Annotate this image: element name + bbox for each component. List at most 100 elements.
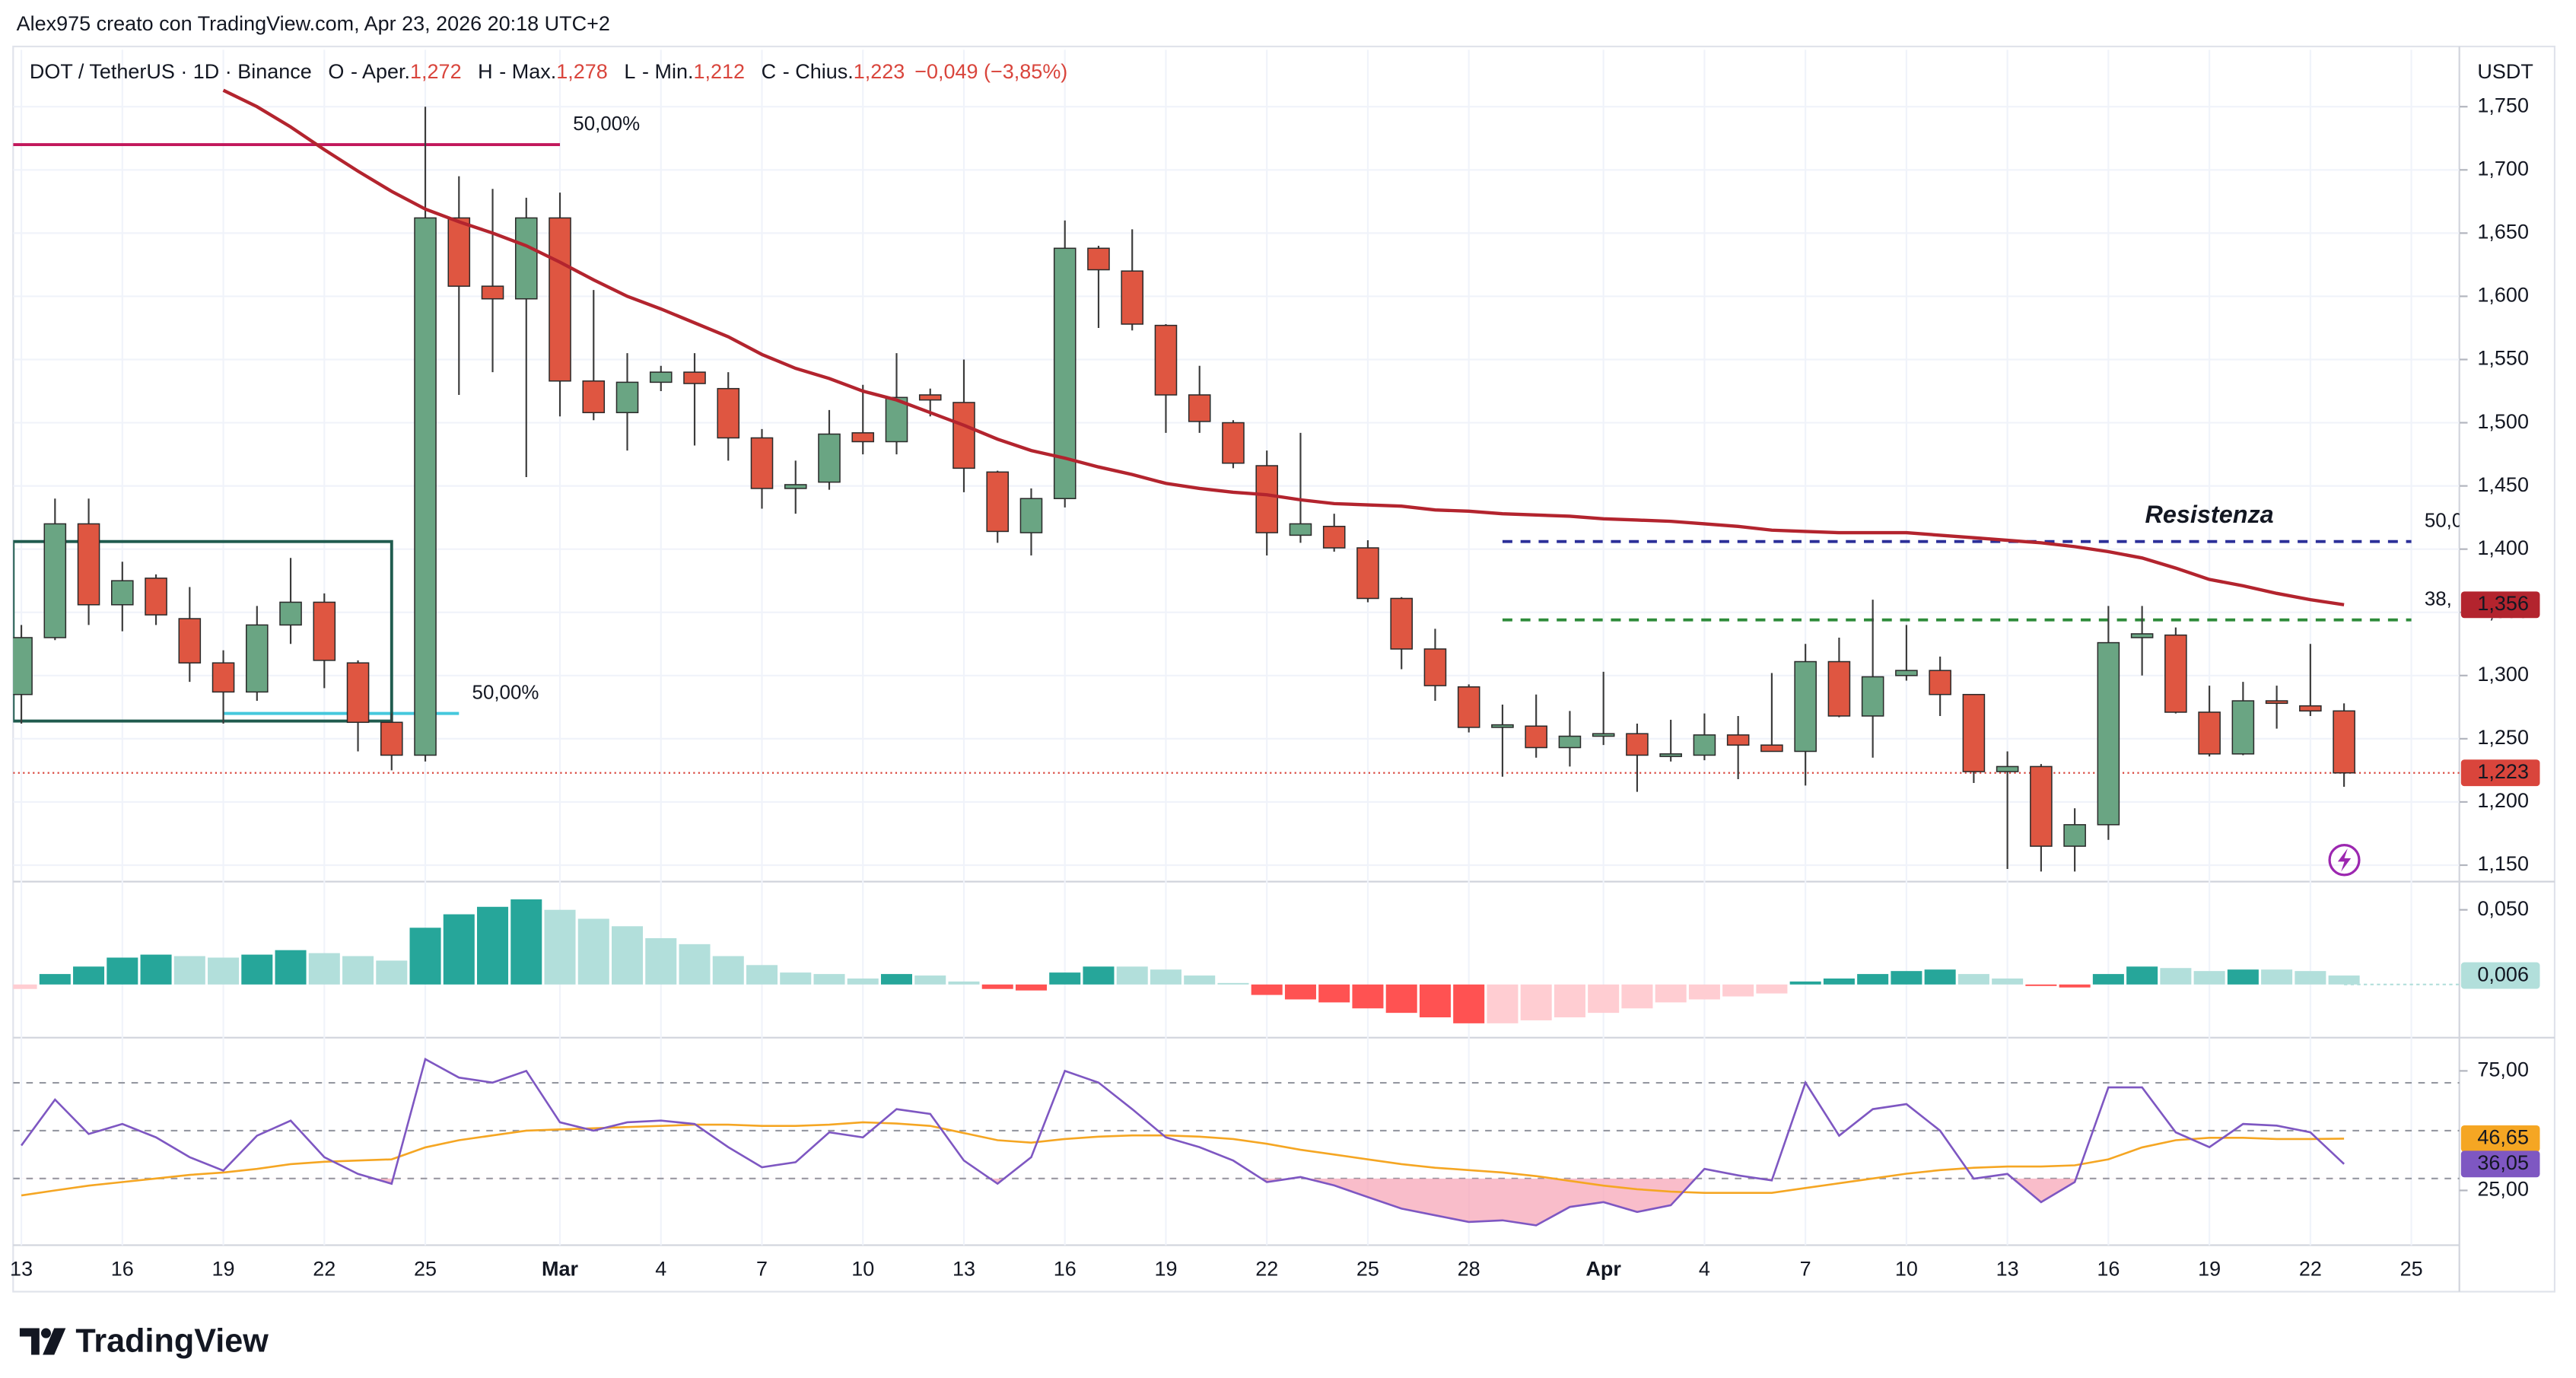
candle-body (1322, 526, 1346, 549)
x-tick-label: 16 (2097, 1256, 2120, 1280)
histogram-bar (1015, 984, 1047, 991)
histogram-bar (1520, 984, 1552, 1020)
x-tick-label: 28 (1458, 1256, 1480, 1280)
y-tick-label: 1,400 (2477, 536, 2529, 559)
y-tick-label: 1,200 (2477, 788, 2529, 812)
x-tick-label: Apr (1585, 1256, 1621, 1280)
x-tick-label: 7 (756, 1256, 768, 1280)
histogram-bar (1823, 978, 1855, 985)
histogram-bar (13, 984, 37, 989)
histogram-bar (1352, 984, 1384, 1009)
x-tick-label: 19 (2198, 1256, 2221, 1280)
histogram-bar (140, 954, 172, 985)
rsi-value-label-bg (2460, 1150, 2540, 1178)
candle-body (1356, 547, 1379, 600)
legend-key: H (478, 59, 492, 83)
y-tick-label: 1,450 (2477, 473, 2529, 496)
x-tick-label: 19 (212, 1256, 235, 1280)
candle-body (918, 394, 942, 401)
histogram-bar (1957, 974, 1989, 985)
histogram-bar (1251, 984, 1283, 995)
x-tick-label: 13 (10, 1256, 33, 1280)
histogram-bar (948, 981, 980, 985)
candle-body (145, 578, 167, 616)
candle-body (1087, 247, 1110, 271)
histogram-bar (746, 965, 778, 985)
legend-value: 1,212 (694, 59, 746, 83)
candle-body (1289, 523, 1312, 536)
histogram-bar (510, 899, 542, 985)
alert-icon[interactable] (2328, 843, 2361, 877)
y-tick-label: 1,700 (2477, 156, 2529, 180)
y-tick-label: 1,150 (2477, 851, 2529, 875)
histogram-bar (981, 984, 1013, 989)
candle-body (2030, 765, 2053, 847)
candle-body (582, 380, 606, 414)
y-tick-label: 25,00 (2477, 1177, 2529, 1201)
histogram-bar (1655, 984, 1687, 1003)
candle-body (1019, 498, 1043, 533)
histogram-bar (2059, 984, 2091, 988)
x-tick-label: Mar (542, 1256, 578, 1280)
histogram-bar (308, 953, 340, 985)
histogram-bar (443, 914, 475, 985)
legend-label: - Aper. (351, 59, 410, 83)
histogram-bar (544, 909, 576, 985)
candle-body (279, 601, 302, 626)
candle-body (2130, 633, 2154, 638)
rsi-value-label: 46,65 (2477, 1125, 2529, 1149)
rsi-value-label-bg (2460, 1125, 2540, 1152)
attribution: Alex975 creato con TradingView.com, Apr … (17, 11, 610, 35)
candle-body (313, 601, 336, 661)
histogram-bar (2295, 971, 2326, 985)
annotation: Resistenza (2145, 501, 2274, 528)
logo-mark (19, 1328, 40, 1355)
histogram-bar (1688, 984, 1720, 1000)
candle-body (246, 624, 269, 693)
candle-body (1996, 765, 2019, 772)
x-tick-label: 22 (1255, 1256, 1278, 1280)
candle-body (818, 433, 841, 483)
legend-label: - Chius. (783, 59, 854, 83)
histogram-bar (1116, 966, 1148, 985)
x-tick-label: 25 (2400, 1256, 2423, 1280)
candle-body (717, 387, 740, 439)
y-tick-label: 1,550 (2477, 346, 2529, 370)
candle-body (1592, 733, 1615, 737)
histogram-bar (1453, 984, 1485, 1023)
candle-body (447, 217, 471, 287)
histogram-value-label-bg (2460, 962, 2540, 989)
candle-body (211, 662, 235, 693)
y-tick-label: 1,600 (2477, 282, 2529, 306)
histogram-bar (2227, 969, 2259, 985)
candle-body (1962, 693, 1986, 772)
histogram-bar (1217, 982, 1249, 985)
moving-average (222, 88, 2345, 606)
rsi-line (21, 1058, 2345, 1227)
ma-price-label-bg (2460, 591, 2540, 619)
candle-body (1895, 670, 1918, 676)
legend-label: - Min. (642, 59, 693, 83)
histogram-bar (1924, 969, 1956, 985)
histogram-value-label: 0,006 (2477, 962, 2529, 985)
x-tick-label: 4 (1699, 1256, 1710, 1280)
candle-body (784, 484, 807, 489)
histogram-bar (1992, 978, 2024, 985)
candle-body (1423, 648, 1447, 686)
histogram-bar (1891, 971, 1922, 985)
histogram-bar (1184, 975, 1216, 985)
histogram-bar (1419, 984, 1451, 1018)
candle-body (1457, 686, 1480, 728)
x-tick-label: 16 (111, 1256, 134, 1280)
rsi-line (21, 1121, 2345, 1197)
y-tick-label: 1,650 (2477, 219, 2529, 243)
last-price-label: 1,223 (2477, 759, 2529, 783)
candle-body (2265, 700, 2288, 705)
candle-body (1760, 744, 1783, 753)
candle-body (481, 285, 504, 300)
x-tick-label: 13 (952, 1256, 975, 1280)
y-tick-label: 1,250 (2477, 725, 2529, 749)
x-tick-label: 7 (1800, 1256, 1811, 1280)
candle-body (615, 381, 639, 414)
